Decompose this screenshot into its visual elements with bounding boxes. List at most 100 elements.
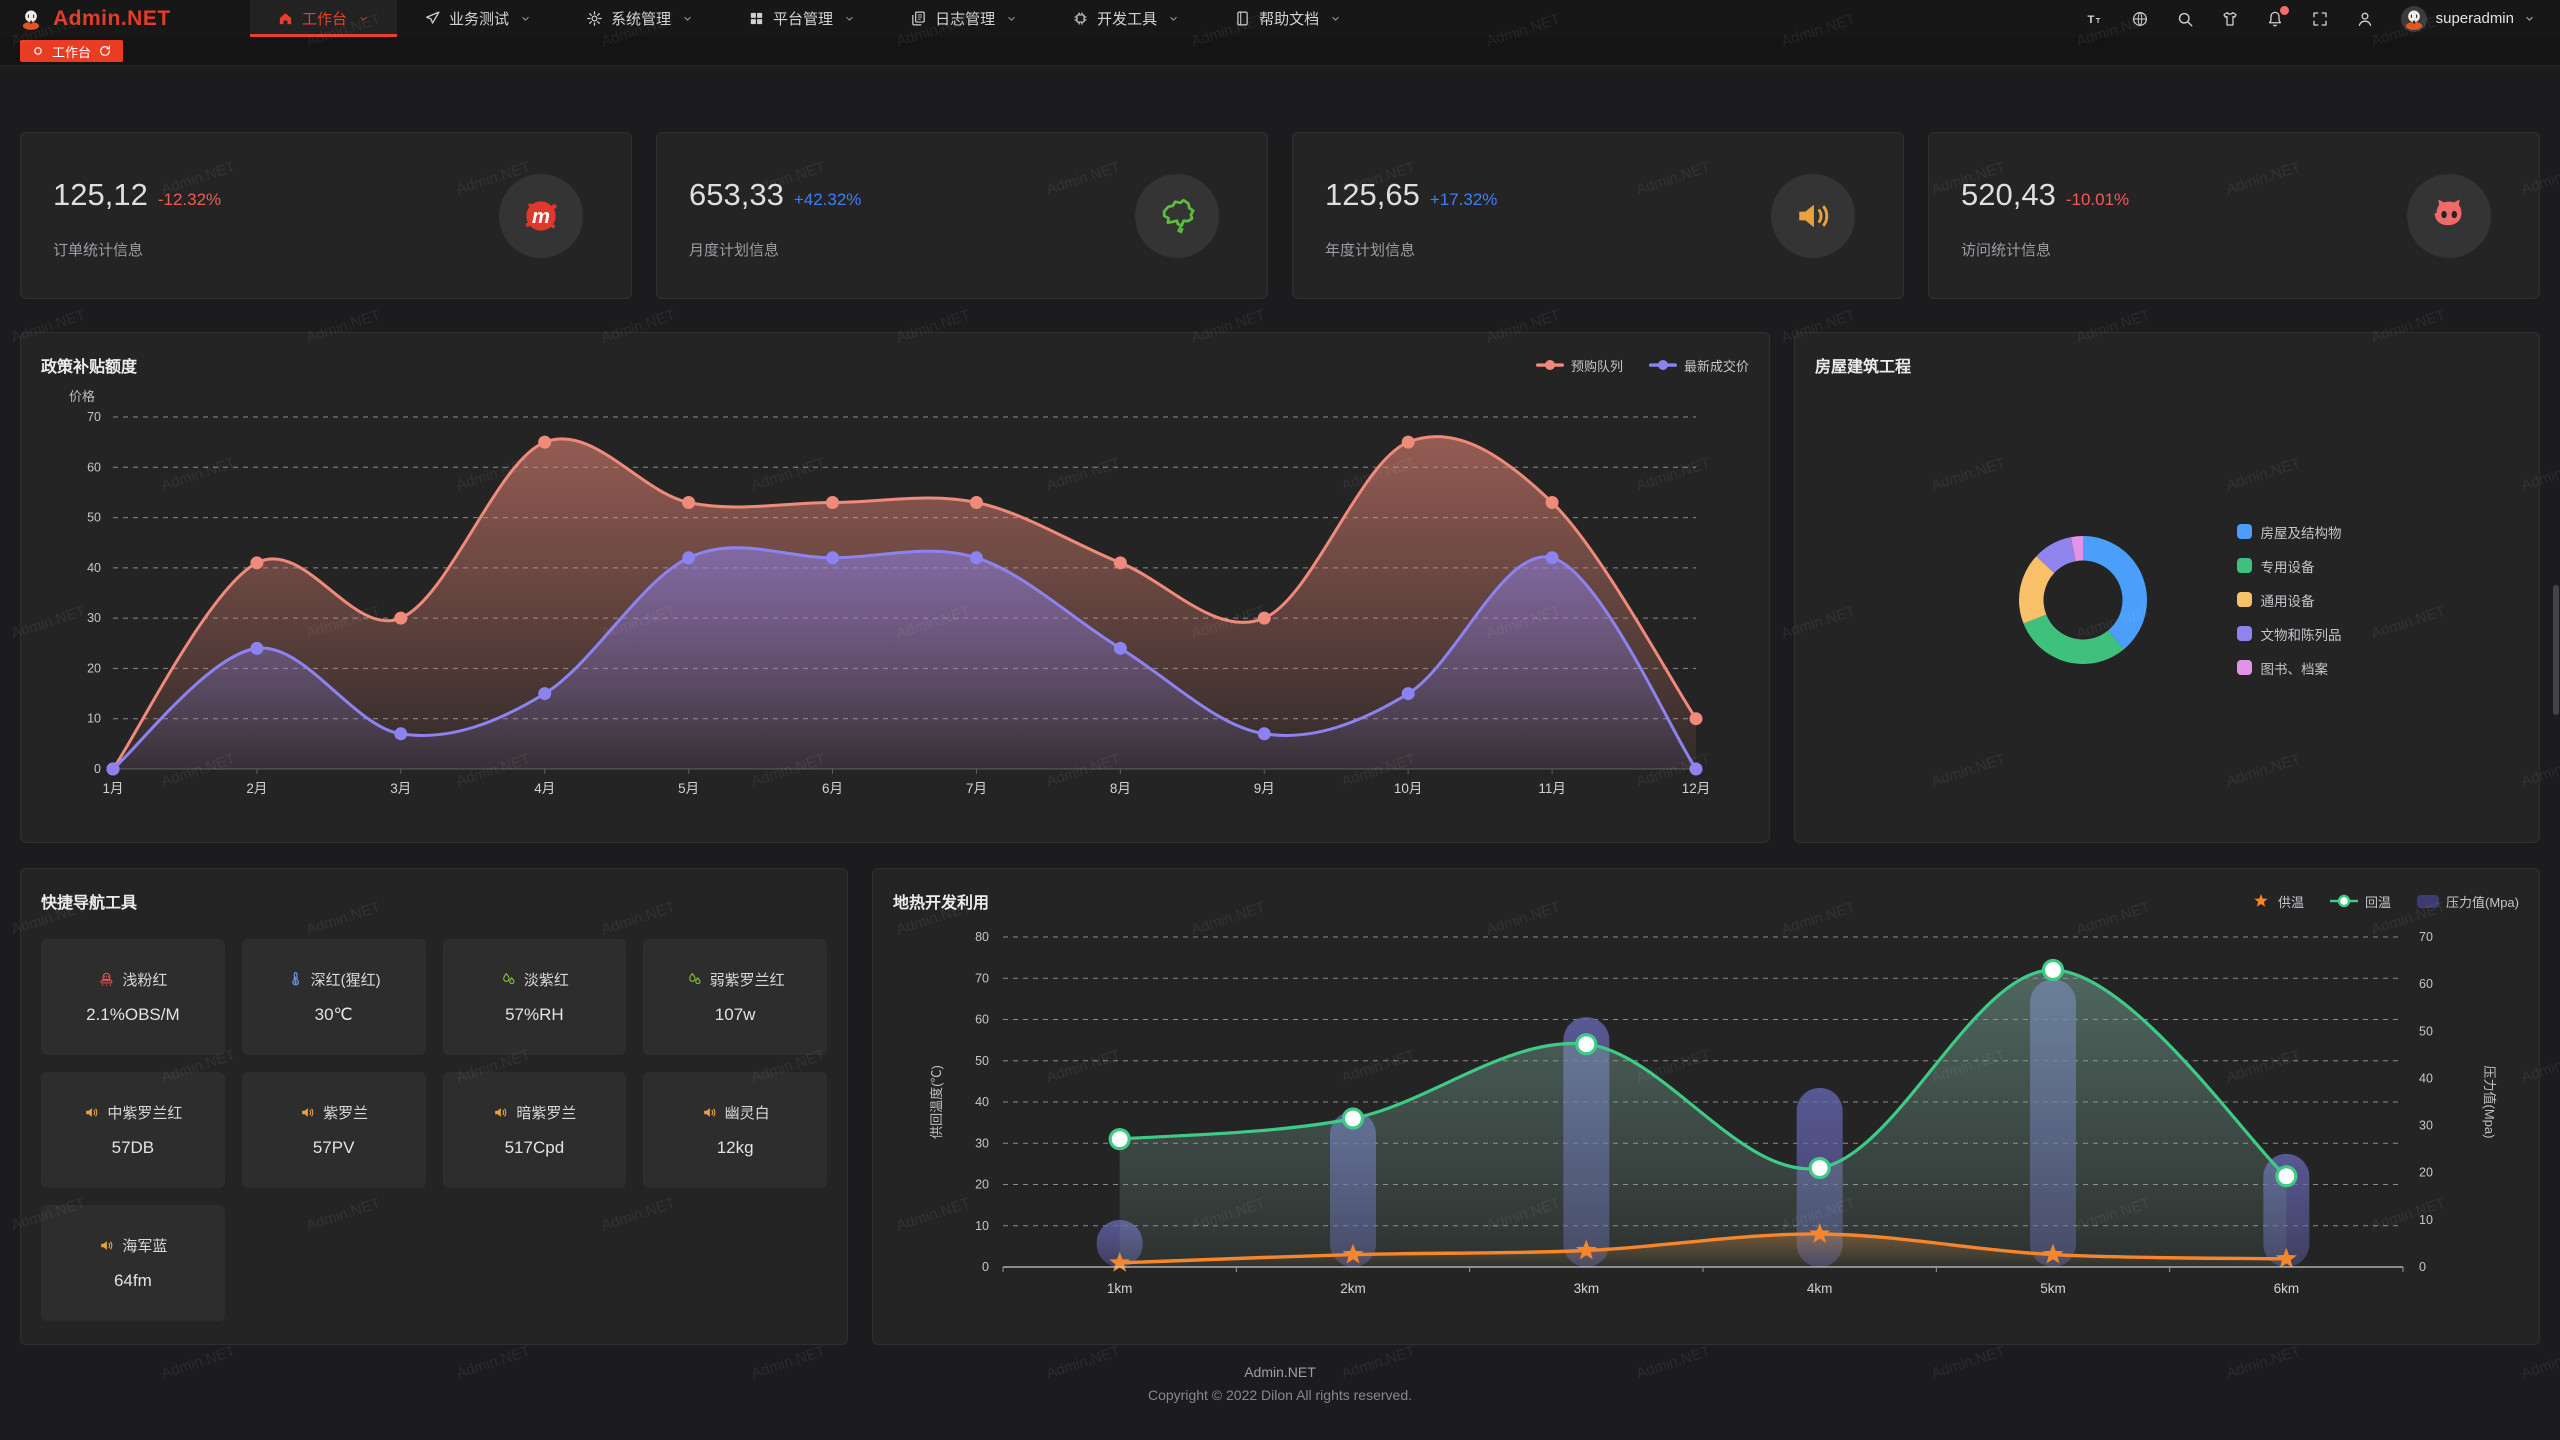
quick-nav-item-name: 幽灵白 [724,1105,770,1122]
nav-item-platform-mgmt[interactable]: 平台管理 [721,0,883,37]
legend-item[interactable]: 专用设备 [2236,556,2342,576]
nav-item-system-mgmt[interactable]: 系统管理 [559,0,721,37]
svg-text:70: 70 [87,410,101,424]
geothermal-card: 地热开发利用 供温 回温 压力值(Mpa) 0 10 20 30 40 50 60 70 80 0 10… [872,868,2540,1345]
grid-icon [748,10,765,27]
quick-nav-item[interactable]: 浅粉红 2.1%OBS/M [41,939,225,1055]
quick-nav-item-value: 12kg [716,1138,754,1157]
svg-text:价格: 价格 [69,389,95,404]
stat-label: 访问统计信息 [1961,242,2052,259]
quick-nav-grid: 浅粉红 2.1%OBS/M 深红(猩红) 30℃ 淡紫红 57%RH 弱紫罗兰红 107w 中紫… [41,939,827,1321]
nav-item-workbench[interactable]: 工作台 [250,0,398,37]
svg-text:12月: 12月 [1682,781,1711,796]
quick-nav-item-name: 淡紫红 [523,972,569,989]
user-menu[interactable]: > superadmin [2400,5,2536,32]
svg-text:50: 50 [2419,1024,2433,1038]
quick-nav-title: 快捷导航工具 [41,895,138,912]
stat-card: 653,33 +42.32% 月度计划信息 [656,132,1268,299]
nav-item-label: 帮助文档 [1259,11,1320,28]
stat-label: 订单统计信息 [53,242,144,259]
logo[interactable]: Admin.NET [0,0,250,37]
page-footer: Admin.NET Copyright © 2022 Dilon All rig… [20,1361,2540,1407]
svg-text:4月: 4月 [534,781,555,796]
fullscreen-icon[interactable] [2311,10,2329,28]
svg-text:70: 70 [975,971,989,985]
search-icon[interactable] [2176,10,2194,28]
quick-nav-item[interactable]: 幽灵白 12kg [643,1072,827,1188]
speaker-icon [83,1104,100,1121]
svg-text:T: T [2087,13,2094,25]
legend-item[interactable]: 预购队列 [1535,356,1623,375]
chip-icon [1072,10,1089,27]
nav-item-dev-tools[interactable]: 开发工具 [1045,0,1207,37]
stat-card: 520,43 -10.01% 访问统计信息 [1928,132,2540,299]
scrollbar[interactable] [2553,0,2559,1440]
svg-text:4km: 4km [1807,1281,1833,1296]
quick-nav-item[interactable]: 紫罗兰 57PV [241,1072,426,1188]
cat-icon [2407,173,2491,258]
notification-badge [2279,5,2289,15]
quick-nav-item-name: 浅粉红 [122,972,168,989]
quick-nav-item[interactable]: 暗紫罗兰 517Cpd [442,1072,627,1188]
legend-item[interactable]: 最新成交价 [1648,356,1749,375]
svg-text:10: 10 [975,1219,989,1233]
svg-text:3km: 3km [1574,1281,1600,1296]
quick-nav-item-name: 紫罗兰 [323,1105,369,1122]
legend-item[interactable]: 通用设备 [2236,590,2342,610]
svg-text:2月: 2月 [246,781,267,796]
svg-text:供回温度(℃): 供回温度(℃) [929,1065,944,1139]
svg-text:8月: 8月 [1110,781,1131,796]
nav-item-label: 工作台 [302,11,348,28]
svg-text:60: 60 [87,460,101,474]
stat-row: 125,12 -12.32% 订单统计信息 m 653,33 +42.32% 月度计划信息 1… [20,132,2540,299]
legend-item[interactable]: 供温 [2251,892,2304,911]
svg-text:1km: 1km [1107,1281,1133,1296]
legend-item[interactable]: 房屋及结构物 [2236,522,2342,542]
chevron-down-icon [1005,12,1018,25]
legend-item[interactable]: 压力值(Mpa) [2417,892,2519,911]
logo-mascot-icon [18,6,44,32]
svg-text:6月: 6月 [822,781,843,796]
drops-icon [500,971,517,988]
quick-nav-item[interactable]: 海军蓝 64fm [41,1205,225,1321]
svg-text:0: 0 [94,762,101,776]
quick-nav-item[interactable]: 深红(猩红) 30℃ [241,939,426,1055]
policy-chart-title: 政策补贴额度 [41,359,138,376]
siren-icon [98,971,115,988]
tab-workbench[interactable]: 工作台 [20,40,124,62]
logo-text: Admin.NET [53,6,171,30]
policy-subsidy-card: 政策补贴额度 预购队列 最新成交价 0 10 20 30 40 50 60 70 价格 1月 2月 3月… [20,332,1770,843]
quick-nav-card: 快捷导航工具 浅粉红 2.1%OBS/M 深红(猩红) 30℃ 淡紫红 57%RH 弱紫罗兰… [20,868,848,1345]
svg-text:60: 60 [975,1013,989,1027]
theme-icon[interactable] [2221,10,2239,28]
stat-value: 125,65 [1325,177,1420,212]
stat-value: 520,43 [1961,177,2056,212]
nav-item-log-mgmt[interactable]: 日志管理 [883,0,1045,37]
legend-item[interactable]: 图书、档案 [2236,658,2342,678]
main-content: 125,12 -12.32% 订单统计信息 m 653,33 +42.32% 月度计划信息 1… [0,132,2560,1407]
geothermal-chart: 0 10 20 30 40 50 60 70 80 0 10 20 30 40 50 60 70 供回温度(℃) 压… [929,930,2497,1296]
legend-item[interactable]: 文物和陈列品 [2236,624,2342,644]
quick-nav-item-value: 57PV [312,1138,355,1157]
quick-nav-item[interactable]: 中紫罗兰红 57DB [41,1072,225,1188]
svg-text:20: 20 [2419,1166,2433,1180]
svg-text:70: 70 [2419,930,2433,944]
svg-text:30: 30 [87,611,101,625]
housing-card: 房屋建筑工程 房屋及结构物 专用设备 通用设备 文物和陈列品 图书、档案 [1794,332,2540,843]
book-icon [1234,10,1251,27]
quick-nav-item[interactable]: 弱紫罗兰红 107w [643,939,827,1055]
refresh-icon[interactable] [98,44,112,58]
speaker-icon [701,1104,718,1121]
notification-icon[interactable] [2266,5,2289,28]
nav-item-business-test[interactable]: 业务测试 [397,0,559,37]
nav-item-help-docs[interactable]: 帮助文档 [1207,0,1369,37]
svg-text:60: 60 [2419,977,2433,991]
legend-item[interactable]: 回温 [2330,892,2391,911]
quick-nav-item-name: 弱紫罗兰红 [709,972,785,989]
quick-nav-item[interactable]: 淡紫红 57%RH [442,939,627,1055]
scrollbar-thumb[interactable] [2553,585,2559,715]
svg-text:50: 50 [87,511,101,525]
user-icon[interactable] [2356,10,2374,28]
language-icon[interactable] [2131,10,2149,28]
